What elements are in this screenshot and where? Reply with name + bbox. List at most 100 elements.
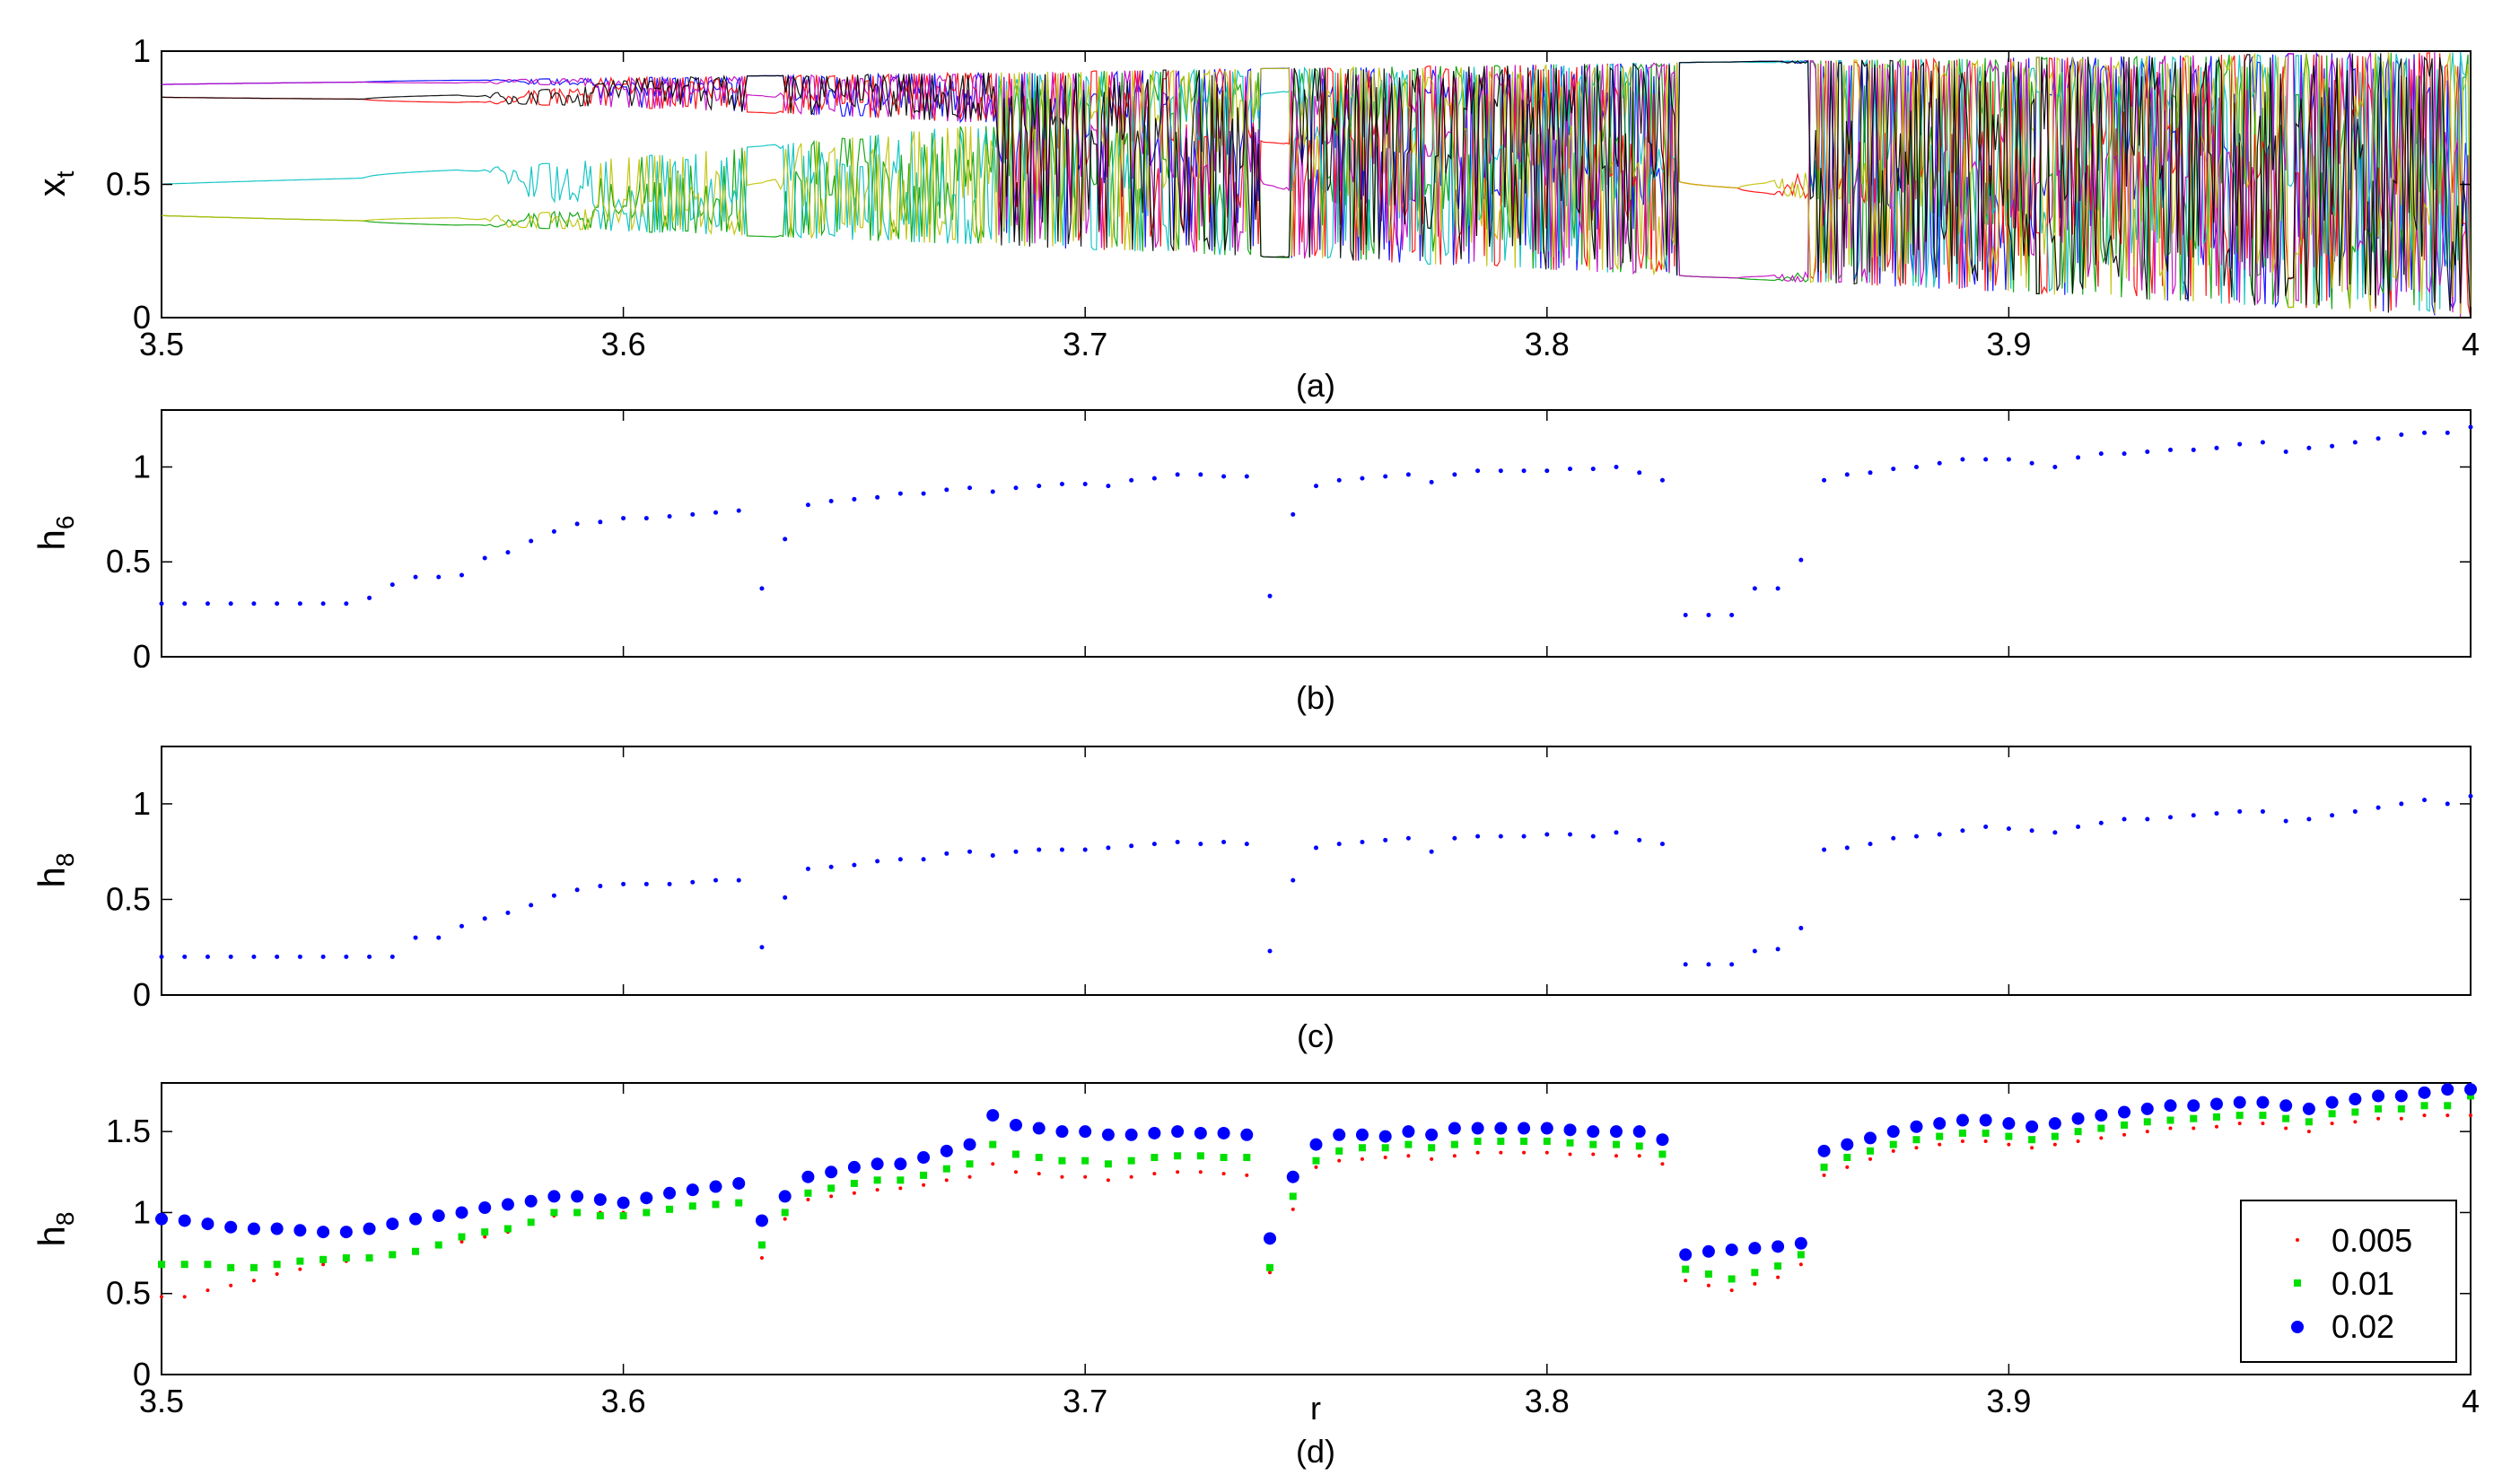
panel-d-point bbox=[317, 1226, 330, 1239]
panel-b-point bbox=[621, 516, 626, 521]
panel-b-point bbox=[1360, 476, 1365, 481]
panel-a-plot-area bbox=[161, 51, 2472, 319]
panel-d-point bbox=[1055, 1125, 1069, 1139]
panel-d-point bbox=[1798, 1262, 1803, 1267]
panel-d-point bbox=[759, 1256, 764, 1260]
panel-d-point bbox=[1563, 1123, 1577, 1137]
panel-c-point bbox=[1129, 843, 1134, 849]
panel-c-point bbox=[297, 954, 302, 959]
panel-c-plot-area bbox=[159, 793, 2473, 967]
panel-d-point bbox=[1452, 1154, 1457, 1158]
panel-d-point bbox=[1475, 1150, 1480, 1155]
panel-b-point bbox=[990, 489, 995, 494]
panel-b-point bbox=[783, 537, 788, 542]
panel-d-point bbox=[1843, 1154, 1851, 1162]
panel-d-point bbox=[2005, 1132, 2013, 1140]
panel-c-point bbox=[897, 857, 903, 862]
panel-b-point bbox=[1775, 586, 1780, 591]
panel-d-point bbox=[2121, 1121, 2129, 1129]
panel-d-point bbox=[2375, 1104, 2383, 1113]
panel-b-ytick-label: 0 bbox=[133, 638, 151, 675]
panel-d-point bbox=[1060, 1174, 1064, 1179]
panel-d-point bbox=[2259, 1112, 2267, 1120]
panel-d-point bbox=[2418, 1086, 2431, 1099]
panel-c-point bbox=[2445, 801, 2450, 807]
panel-b-point bbox=[2445, 430, 2450, 435]
panel-d-point bbox=[1886, 1125, 1900, 1139]
panel-d-point bbox=[2302, 1102, 2315, 1115]
panel-d-point bbox=[2444, 1102, 2452, 1110]
panel-b-point bbox=[159, 601, 164, 607]
panel-c-point bbox=[1267, 948, 1273, 954]
panel-c-ytick-label: 0 bbox=[133, 976, 151, 1013]
panel-d-point bbox=[1589, 1140, 1597, 1148]
panel-d-point bbox=[640, 1192, 653, 1205]
panel-b-point bbox=[1059, 482, 1064, 486]
panel-c-point bbox=[2029, 828, 2034, 834]
panel-d-point bbox=[944, 1178, 949, 1183]
panel-d-point bbox=[1679, 1248, 1693, 1261]
panel-c-point bbox=[805, 866, 810, 871]
panel-d-point bbox=[1845, 1165, 1850, 1169]
panel-d-point bbox=[1660, 1162, 1665, 1166]
panel-d-point bbox=[2279, 1099, 2293, 1113]
panel-b-point bbox=[667, 513, 672, 519]
panel-b-point bbox=[2352, 440, 2358, 445]
panel-c-point bbox=[875, 859, 880, 864]
panel-d-point bbox=[293, 1224, 307, 1237]
panel-d-point bbox=[2214, 1124, 2218, 1129]
panel-d-point bbox=[1591, 1152, 1596, 1157]
panel-c-h8: 00.51 h8 (c) bbox=[31, 746, 2473, 1054]
panel-d-xtick-label: 3.6 bbox=[601, 1383, 646, 1419]
panel-d-point bbox=[2467, 1092, 2474, 1100]
panel-d-point bbox=[481, 1228, 489, 1236]
panel-c-point bbox=[1798, 925, 1804, 930]
panel-d-point bbox=[666, 1205, 674, 1213]
panel-d-point bbox=[1914, 1146, 1919, 1150]
panel-c-point bbox=[2468, 793, 2473, 799]
panel-d-point bbox=[783, 1217, 787, 1221]
panel-d-point bbox=[1751, 1269, 1759, 1277]
panel-d-point bbox=[365, 1254, 373, 1261]
panel-d-ytick-label: 0.5 bbox=[106, 1275, 151, 1312]
panel-b-point bbox=[2168, 447, 2174, 452]
panel-d-point bbox=[178, 1214, 191, 1227]
panel-d-point bbox=[850, 1179, 858, 1187]
panel-b-point bbox=[1544, 468, 1550, 474]
panel-d-point bbox=[2051, 1132, 2059, 1140]
panel-d-point bbox=[1772, 1240, 1785, 1253]
panel-c-point bbox=[1544, 832, 1550, 837]
panel-b-point bbox=[1037, 484, 1042, 489]
panel-d-point bbox=[2143, 1118, 2151, 1126]
legend-label-002: 0.02 bbox=[2332, 1308, 2394, 1345]
panel-d-point bbox=[1448, 1122, 1461, 1135]
panel-c-point bbox=[1221, 840, 1227, 845]
panel-c-ylabel: h8 bbox=[31, 853, 79, 888]
panel-c-point bbox=[1913, 834, 1919, 839]
panel-c-point bbox=[1659, 842, 1665, 847]
panel-c-point bbox=[1475, 834, 1481, 839]
panel-b-point bbox=[2375, 436, 2381, 441]
panel-b-point bbox=[1013, 485, 1019, 491]
panel-d-point bbox=[593, 1193, 607, 1206]
panel-a-orbit-line bbox=[161, 52, 2472, 319]
panel-c-point bbox=[1360, 840, 1365, 845]
panel-b-point bbox=[897, 491, 903, 496]
panel-b-point bbox=[367, 595, 372, 600]
panel-d-point bbox=[1955, 1113, 1969, 1127]
panel-b-point bbox=[1983, 457, 1989, 462]
panel-b-point bbox=[1937, 460, 1942, 466]
panel-d-point bbox=[204, 1261, 212, 1269]
panel-d-point bbox=[757, 1241, 766, 1249]
panel-d-point bbox=[2140, 1102, 2154, 1115]
panel-d-point bbox=[1289, 1192, 1297, 1200]
panel-d-point bbox=[2166, 1116, 2174, 1124]
panel-d-point bbox=[1704, 1270, 1712, 1279]
panel-a-xtick-label: 3.5 bbox=[139, 326, 184, 362]
panel-d-point bbox=[1402, 1125, 1415, 1139]
panel-b-point bbox=[1891, 467, 1896, 472]
panel-d-point bbox=[1079, 1125, 1092, 1139]
panel-d-point bbox=[550, 1209, 558, 1217]
panel-d-point bbox=[339, 1226, 353, 1239]
panel-c-point bbox=[1960, 828, 1965, 834]
